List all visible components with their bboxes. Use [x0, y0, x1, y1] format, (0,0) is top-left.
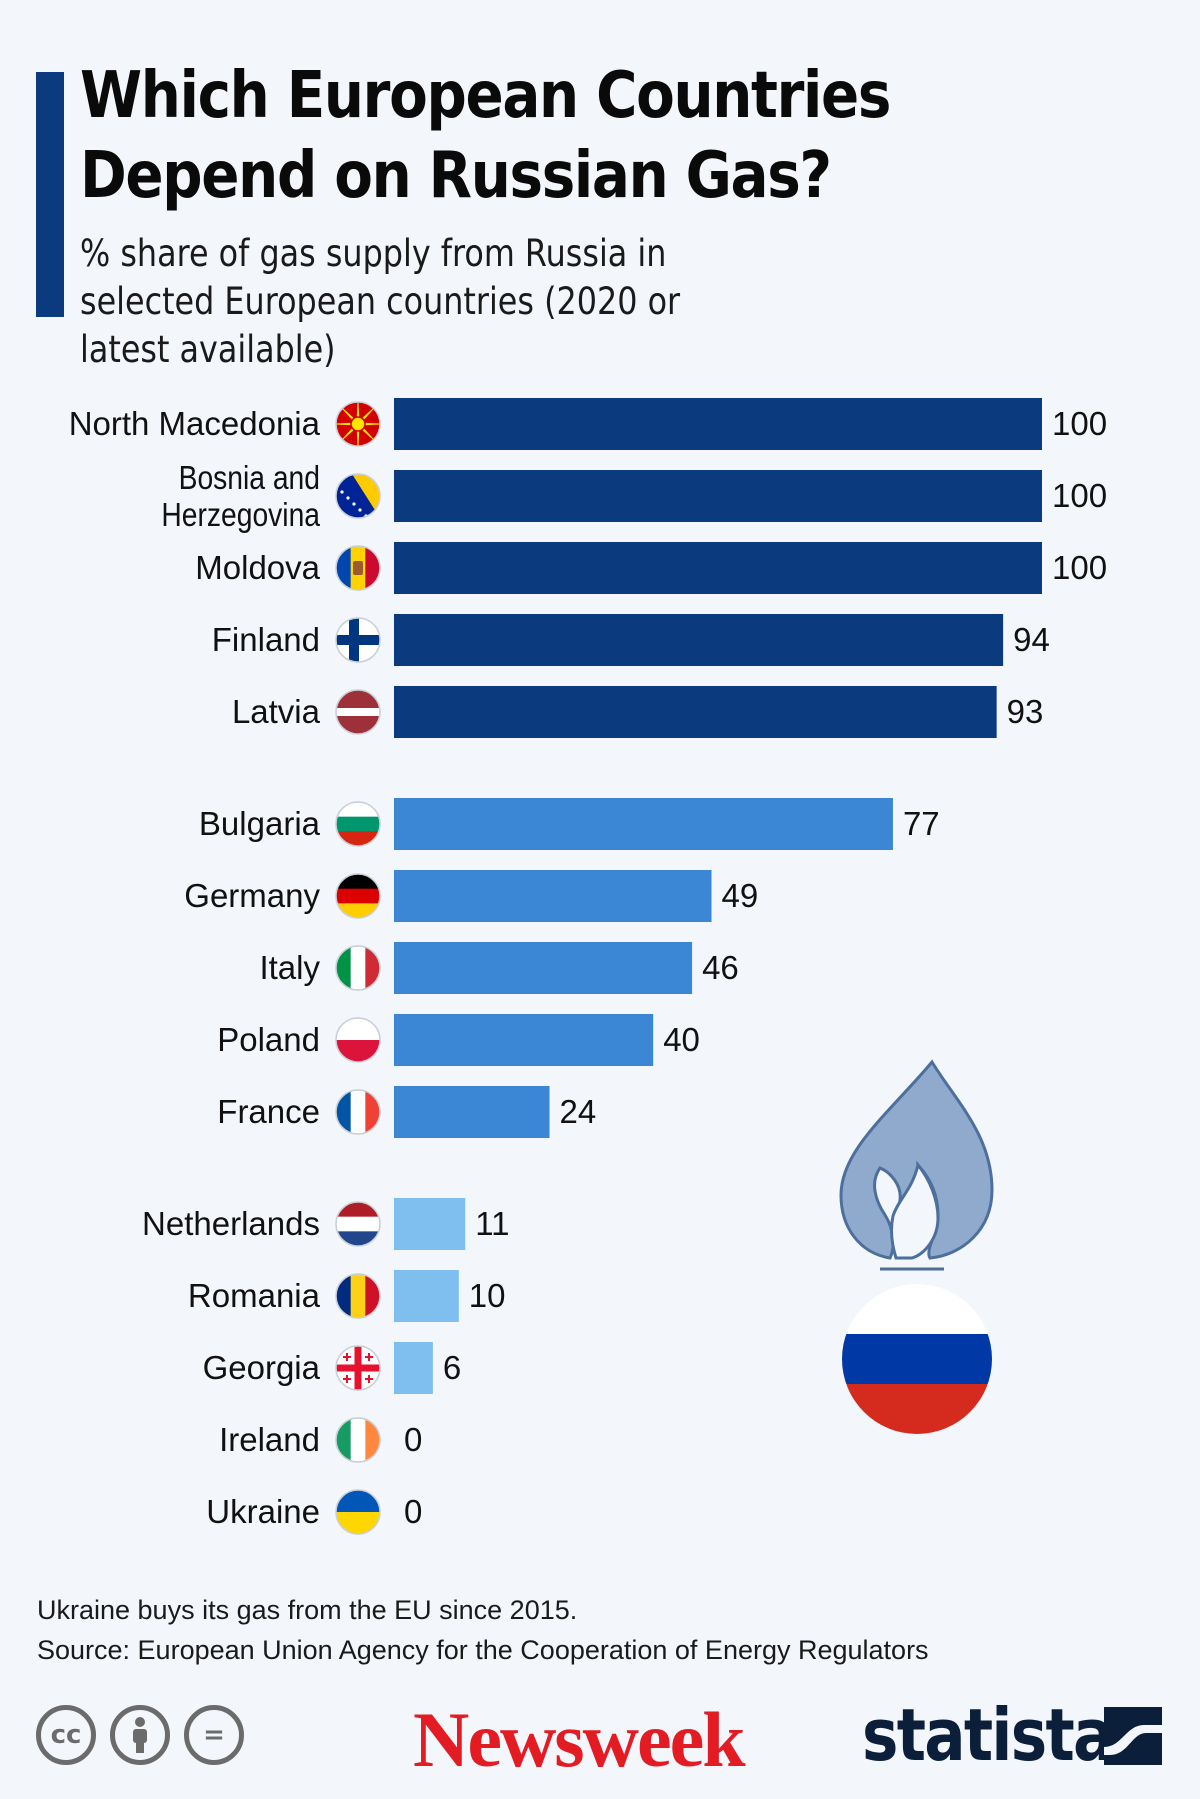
- germany-flag-icon: [336, 874, 380, 918]
- value-label: 10: [469, 1277, 506, 1314]
- value-label: 6: [443, 1349, 461, 1386]
- value-label: 100: [1052, 477, 1107, 514]
- bar: [394, 1270, 459, 1322]
- bar-row: Bulgaria 77: [199, 798, 940, 850]
- value-label: 11: [475, 1205, 509, 1242]
- value-label: 100: [1052, 549, 1107, 586]
- value-label: 93: [1007, 693, 1044, 730]
- value-label: 77: [903, 805, 940, 842]
- bar: [394, 1198, 466, 1250]
- value-label: 94: [1013, 621, 1050, 658]
- category-label: Georgia: [203, 1349, 321, 1386]
- category-label: Moldova: [195, 549, 320, 586]
- title-accent-bar: [36, 72, 64, 317]
- bar: [394, 798, 893, 850]
- bar-row: Ireland 0: [219, 1417, 422, 1463]
- bar: [394, 870, 712, 922]
- cc-icon: cc: [36, 1705, 96, 1765]
- category-label: Ireland: [219, 1421, 320, 1458]
- poland-flag-icon: [336, 1018, 380, 1062]
- bar: [394, 1086, 550, 1138]
- finland-flag-icon: [336, 618, 380, 662]
- bar: [394, 542, 1042, 594]
- page-subtitle: % share of gas supply from Russia in sel…: [80, 232, 681, 371]
- by-icon: [110, 1705, 170, 1765]
- bar-row: Germany 49: [184, 870, 758, 922]
- category-label: Germany: [184, 877, 320, 914]
- statista-mark-icon: [1104, 1707, 1162, 1765]
- bosnia-flag-icon: [336, 474, 380, 518]
- bar-row: Netherlands 11: [142, 1198, 510, 1250]
- category-label: Poland: [217, 1021, 320, 1058]
- bar: [394, 942, 693, 994]
- value-label: 0: [404, 1493, 422, 1530]
- bar: [394, 470, 1042, 522]
- category-label: France: [217, 1093, 320, 1130]
- page-title: Which European Countries Depend on Russi…: [80, 59, 891, 213]
- bar-row: Georgia 6: [203, 1342, 461, 1394]
- netherlands-flag-icon: [336, 1202, 380, 1246]
- value-label: 40: [663, 1021, 700, 1058]
- source-note: Source: European Union Agency for the Co…: [37, 1635, 929, 1665]
- statista-logo: statista: [862, 1693, 1114, 1777]
- ukraine-flag-icon: [336, 1490, 380, 1534]
- latvia-flag-icon: [336, 690, 380, 734]
- category-label: Finland: [212, 621, 320, 658]
- category-label: North Macedonia: [69, 405, 321, 442]
- footnote: Ukraine buys its gas from the EU since 2…: [37, 1595, 578, 1625]
- bar-row: Bosnia and Herzegovina 100: [161, 459, 1107, 533]
- bar-row: France 24: [217, 1086, 596, 1138]
- russia-flag-icon: [842, 1284, 992, 1434]
- bar-row: Moldova 100: [195, 542, 1107, 594]
- category-label: Bulgaria: [199, 805, 321, 842]
- bar-row: Poland 40: [217, 1014, 700, 1066]
- category-label: Latvia: [232, 693, 321, 730]
- bar-row: Ukraine 0: [206, 1489, 422, 1535]
- russian-gas-illustration: [839, 1059, 994, 1434]
- category-label: Italy: [259, 949, 320, 986]
- license-icons: cc =: [36, 1705, 244, 1765]
- newsweek-logo: Newsweek: [413, 1696, 746, 1783]
- bar: [394, 614, 1004, 666]
- bar-row: North Macedonia 100: [69, 398, 1107, 450]
- value-label: 49: [722, 877, 759, 914]
- bar: [394, 1342, 433, 1394]
- value-label: 100: [1052, 405, 1107, 442]
- value-label: 0: [404, 1421, 422, 1458]
- bar: [394, 398, 1042, 450]
- bar-row: Romania 10: [188, 1270, 506, 1322]
- nd-icon: =: [184, 1705, 244, 1765]
- value-label: 46: [702, 949, 739, 986]
- bar: [394, 686, 997, 738]
- bar-row: Finland 94: [212, 614, 1050, 666]
- category-label: Romania: [188, 1277, 321, 1314]
- bar-row: Italy 46: [259, 942, 739, 994]
- bar: [394, 1014, 654, 1066]
- category-label: Ukraine: [206, 1493, 320, 1530]
- bar-row: Latvia 93: [232, 686, 1043, 738]
- georgia-flag-icon: [336, 1346, 380, 1390]
- category-label: Bosnia and Herzegovina: [161, 459, 320, 533]
- category-label: Netherlands: [142, 1205, 320, 1242]
- value-label: 24: [560, 1093, 597, 1130]
